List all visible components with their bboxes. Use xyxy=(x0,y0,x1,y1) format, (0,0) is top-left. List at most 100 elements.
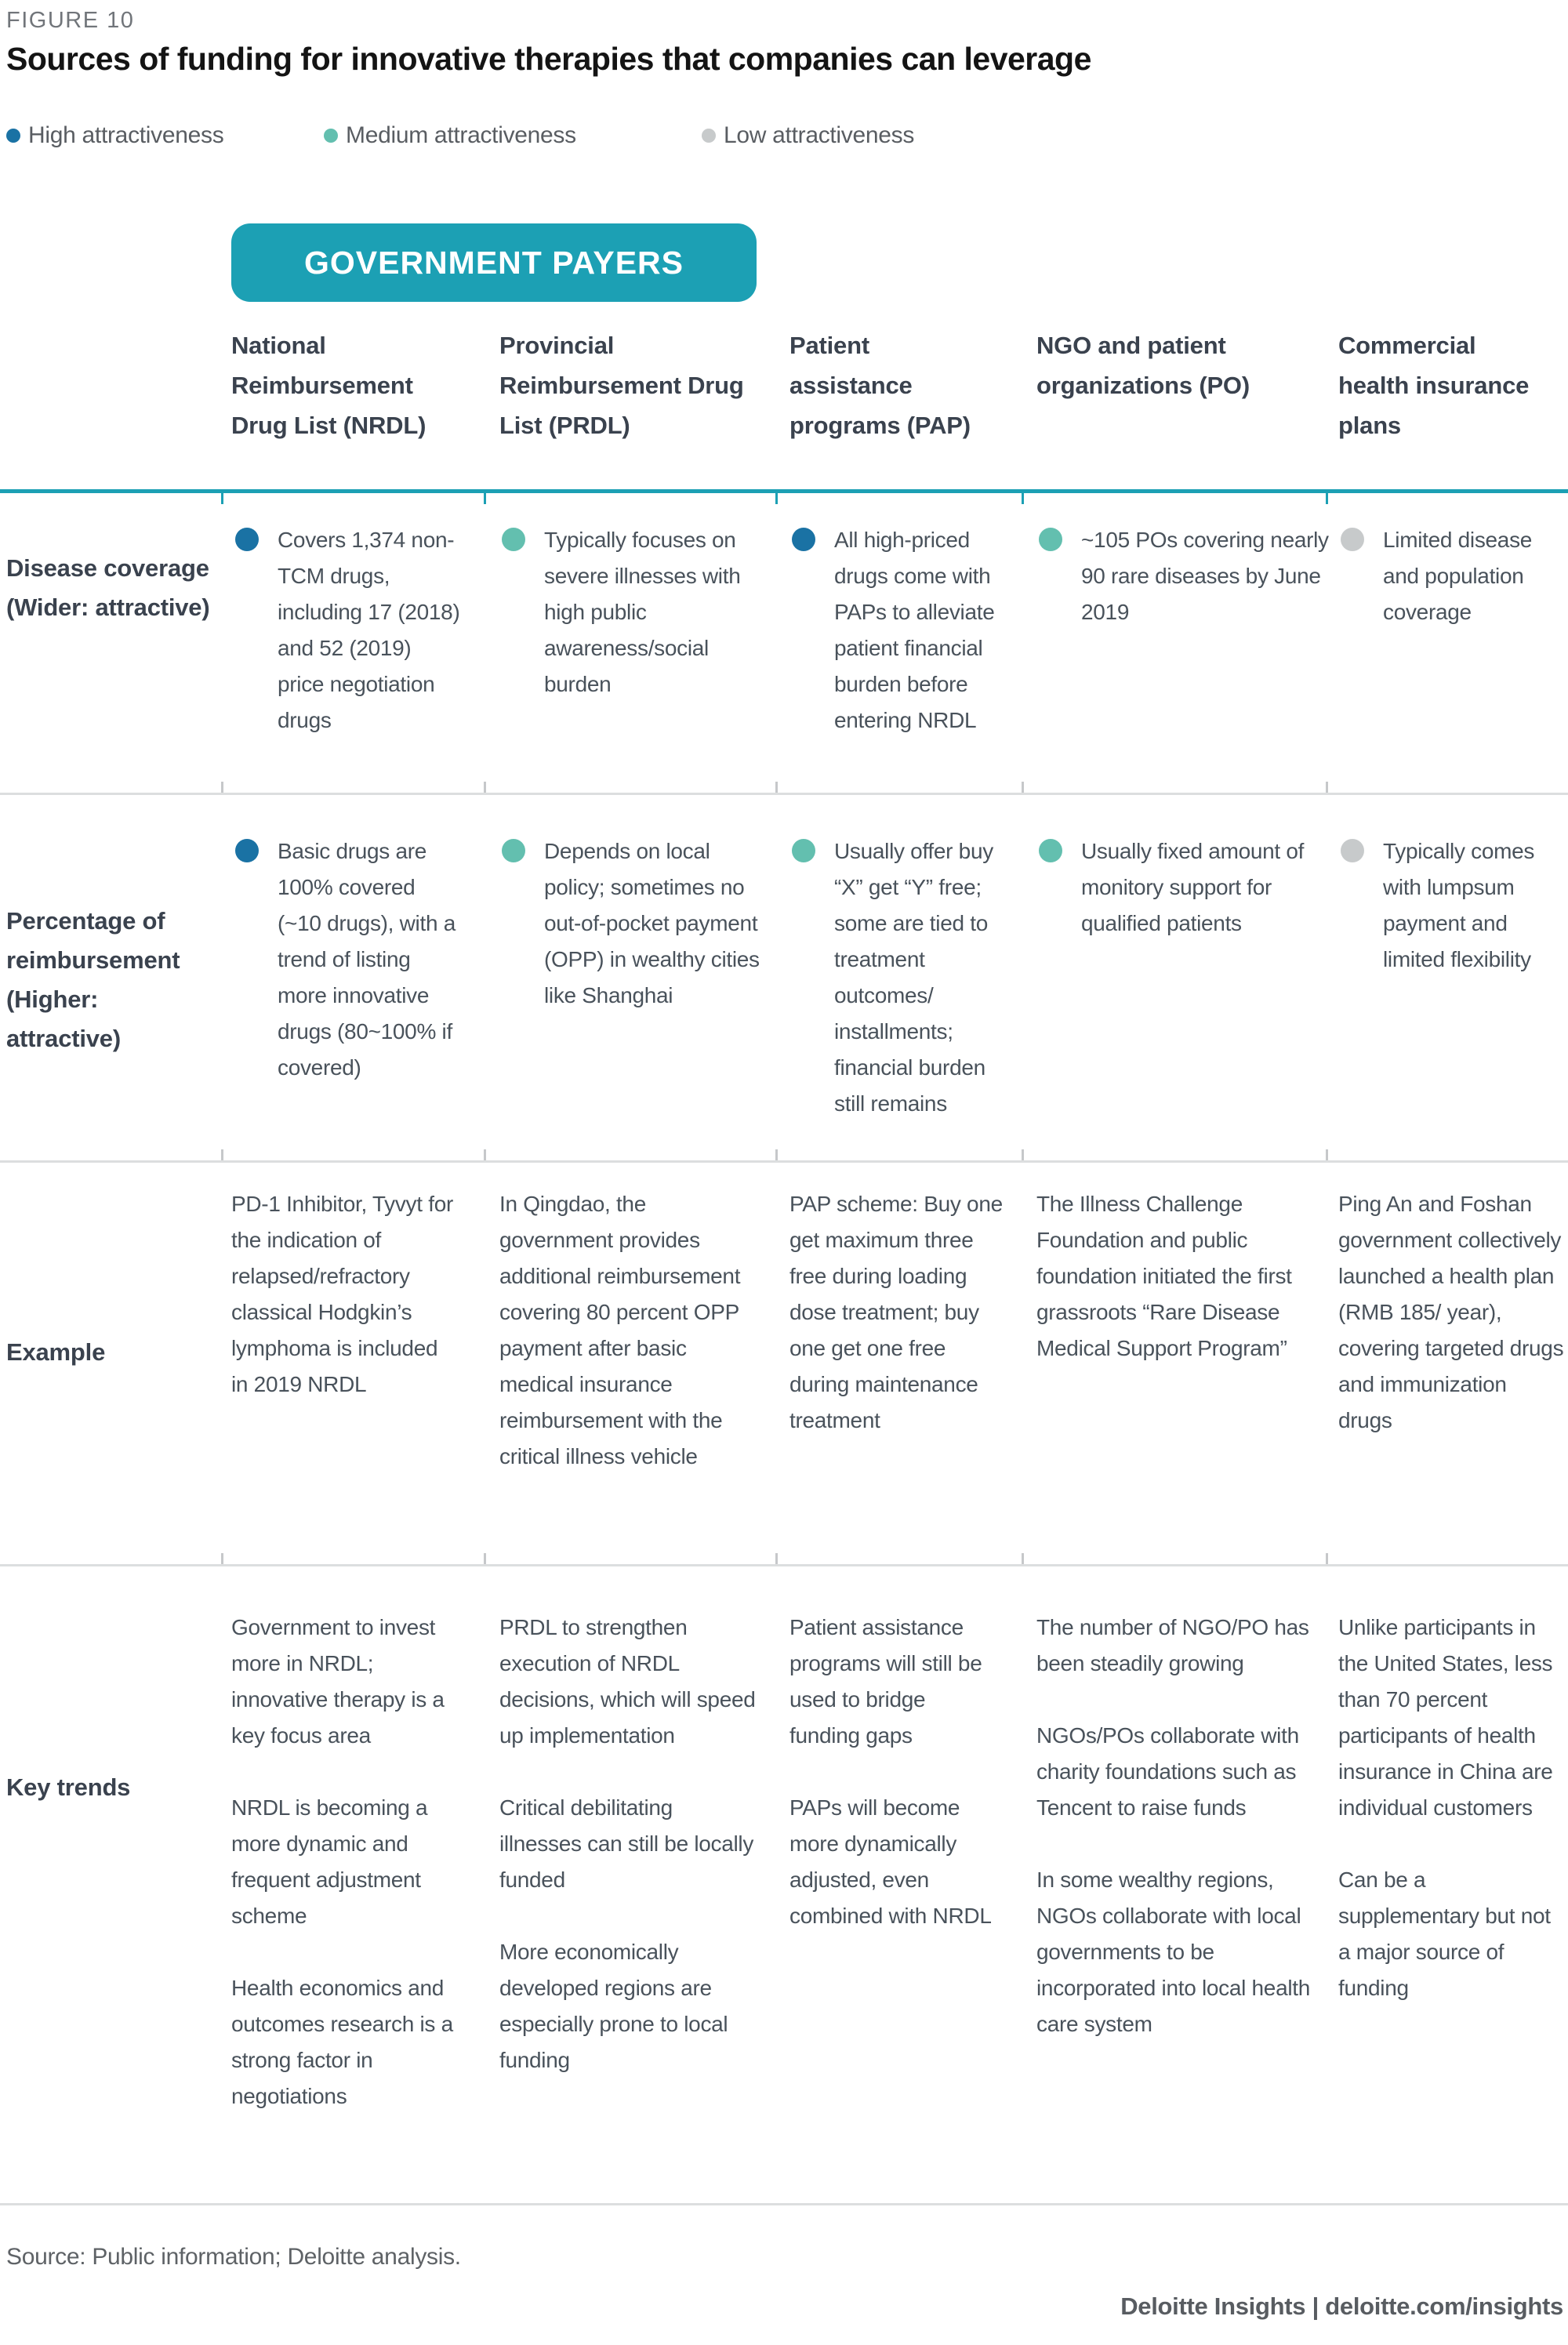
page-title: Sources of funding for innovative therap… xyxy=(6,41,1091,77)
column-tick xyxy=(484,782,486,793)
column-header-nrdl: National Reimbursement Drug List (NRDL) xyxy=(231,332,426,439)
cell-disease-coverage-ngo: ~105 POs covering nearly 90 rare disease… xyxy=(1039,522,1329,630)
trend-paragraph: In some wealthy regions, NGOs collaborat… xyxy=(1036,1868,1311,2036)
row-separator xyxy=(0,793,1568,795)
source-note: Source: Public information; Deloitte ana… xyxy=(6,2244,461,2270)
cell-text: Ping An and Foshan government collective… xyxy=(1338,1192,1564,1432)
cell-disease-coverage-commercial: Limited disease and population coverage xyxy=(1341,522,1566,630)
cell-text: Usually fixed amount of monitory support… xyxy=(1081,839,1305,935)
trend-paragraph: Government to invest more in NRDL; innov… xyxy=(231,1615,445,1748)
column-tick xyxy=(484,1149,486,1160)
legend-label-high: High attractiveness xyxy=(28,122,224,148)
attractiveness-dot xyxy=(792,528,815,551)
row-label-percentage-reimbursement: Percentage of reimbursement (Higher: att… xyxy=(6,907,180,1052)
cell-example-prdl: In Qingdao, the government provides addi… xyxy=(499,1186,758,1475)
trend-paragraph: PRDL to strengthen execution of NRDL dec… xyxy=(499,1615,756,1748)
cell-disease-coverage-pap: All high-priced drugs come with PAPs to … xyxy=(792,522,1000,739)
cell-key-trends-nrdl: Government to invest more in NRDL; innov… xyxy=(231,1610,459,2114)
trend-paragraph: Unlike participants in the United States… xyxy=(1338,1615,1553,1820)
cell-disease-coverage-prdl: Typically focuses on severe illnesses wi… xyxy=(502,522,760,702)
column-tick xyxy=(221,782,223,793)
column-tick xyxy=(775,782,778,793)
footer-brand-name: Deloitte Insights xyxy=(1120,2292,1306,2320)
cell-text: Limited disease and population coverage xyxy=(1383,528,1533,624)
cell-reimbursement-nrdl: Basic drugs are 100% covered (~10 drugs)… xyxy=(235,833,463,1086)
attractiveness-dot xyxy=(502,839,525,862)
cell-example-ngo: The Illness Challenge Foundation and pub… xyxy=(1036,1186,1327,1367)
government-payers-banner-label: GOVERNMENT PAYERS xyxy=(303,244,684,281)
cell-text: Basic drugs are 100% covered (~10 drugs)… xyxy=(278,839,456,1080)
legend-item-medium: Medium attractiveness xyxy=(324,122,576,149)
cell-example-commercial: Ping An and Foshan government collective… xyxy=(1338,1186,1564,1439)
cell-reimbursement-commercial: Typically comes with lumpsum payment and… xyxy=(1341,833,1566,978)
row-separator xyxy=(0,1160,1568,1163)
cell-text: PD-1 Inhibitor, Tyvyt for the indication… xyxy=(231,1192,453,1396)
row-label-disease-coverage: Disease coverage (Wider: attractive) xyxy=(6,554,210,621)
cell-text: Depends on local policy; sometimes no ou… xyxy=(544,839,760,1007)
column-tick xyxy=(1022,782,1024,793)
trend-paragraph: PAPs will become more dynamically adjust… xyxy=(789,1795,992,1928)
attractiveness-dot xyxy=(235,839,259,862)
footer-brand: Deloitte Insights | deloitte.com/insight… xyxy=(1120,2292,1563,2321)
row-label-example: Example xyxy=(6,1338,106,1366)
trend-paragraph: More economically developed regions are … xyxy=(499,1940,728,2072)
cell-example-pap: PAP scheme: Buy one get maximum three fr… xyxy=(789,1186,1009,1439)
figure-label: FIGURE 10 xyxy=(6,8,135,33)
cell-text: Usually offer buy “X” get “Y” free; some… xyxy=(834,839,993,1116)
column-tick xyxy=(221,1149,223,1160)
footer-separator xyxy=(0,2203,1568,2205)
cell-key-trends-commercial: Unlike participants in the United States… xyxy=(1338,1610,1564,2006)
column-tick xyxy=(775,1149,778,1160)
cell-text: The Illness Challenge Foundation and pub… xyxy=(1036,1192,1292,1360)
attractiveness-dot xyxy=(1341,528,1364,551)
trend-paragraph: Patient assistance programs will still b… xyxy=(789,1615,982,1748)
cell-disease-coverage-nrdl: Covers 1,374 non-TCM drugs, including 17… xyxy=(235,522,463,739)
cell-reimbursement-pap: Usually offer buy “X” get “Y” free; some… xyxy=(792,833,1000,1122)
footer-brand-url: deloitte.com/insights xyxy=(1325,2292,1563,2320)
trend-paragraph: Can be a supplementary but not a major s… xyxy=(1338,1868,1551,2000)
column-tick xyxy=(221,493,223,504)
legend-label-low: Low attractiveness xyxy=(724,122,915,148)
cell-reimbursement-prdl: Depends on local policy; sometimes no ou… xyxy=(502,833,760,1014)
attractiveness-dot xyxy=(1039,839,1062,862)
attractiveness-dot xyxy=(792,839,815,862)
column-header-ngo-po: NGO and patient organizations (PO) xyxy=(1036,332,1250,399)
column-header-pap: Patient assistance programs (PAP) xyxy=(789,332,971,439)
column-tick xyxy=(221,1553,223,1564)
attractiveness-dot xyxy=(1039,528,1062,551)
column-tick xyxy=(775,1553,778,1564)
cell-key-trends-ngo: The number of NGO/PO has been steadily g… xyxy=(1036,1610,1327,2042)
row-separator xyxy=(0,1564,1568,1566)
trend-paragraph: NGOs/POs collaborate with charity founda… xyxy=(1036,1723,1299,1820)
column-header-prdl: Provincial Reimbursement Drug List (PRDL… xyxy=(499,332,744,439)
high-attractiveness-dot-icon xyxy=(6,129,20,143)
column-tick xyxy=(1022,1149,1024,1160)
cell-key-trends-prdl: PRDL to strengthen execution of NRDL dec… xyxy=(499,1610,758,2078)
government-payers-banner: GOVERNMENT PAYERS xyxy=(231,223,757,302)
cell-text: In Qingdao, the government provides addi… xyxy=(499,1192,741,1468)
column-tick xyxy=(484,493,486,504)
column-tick xyxy=(775,493,778,504)
trend-paragraph: The number of NGO/PO has been steadily g… xyxy=(1036,1615,1309,1675)
cell-reimbursement-ngo: Usually fixed amount of monitory support… xyxy=(1039,833,1329,942)
legend-label-medium: Medium attractiveness xyxy=(346,122,576,148)
column-tick xyxy=(1326,1553,1328,1564)
cell-text: ~105 POs covering nearly 90 rare disease… xyxy=(1081,528,1329,624)
column-tick xyxy=(1326,1149,1328,1160)
column-tick xyxy=(1022,1553,1024,1564)
footer-brand-divider: | xyxy=(1312,2292,1319,2320)
column-tick xyxy=(1326,782,1328,793)
medium-attractiveness-dot-icon xyxy=(324,129,338,143)
row-label-key-trends: Key trends xyxy=(6,1773,131,1801)
column-header-commercial: Commercial health insurance plans xyxy=(1338,332,1530,439)
column-tick xyxy=(1326,493,1328,504)
trend-paragraph: Health economics and outcomes research i… xyxy=(231,1976,453,2108)
trend-paragraph: Critical debilitating illnesses can stil… xyxy=(499,1795,754,1892)
low-attractiveness-dot-icon xyxy=(702,129,716,143)
trend-paragraph: NRDL is becoming a more dynamic and freq… xyxy=(231,1795,428,1928)
attractiveness-dot xyxy=(502,528,525,551)
cell-text: Typically comes with lumpsum payment and… xyxy=(1383,839,1535,971)
cell-example-nrdl: PD-1 Inhibitor, Tyvyt for the indication… xyxy=(231,1186,459,1403)
cell-key-trends-pap: Patient assistance programs will still b… xyxy=(789,1610,997,1934)
column-tick xyxy=(484,1553,486,1564)
